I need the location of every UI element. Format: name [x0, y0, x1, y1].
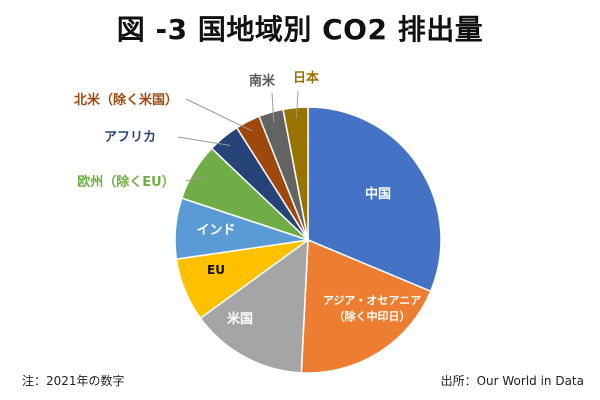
leader-line [271, 92, 275, 123]
pie-slice [300, 238, 432, 374]
slice-label: 日本 [293, 70, 319, 86]
pie-slice [307, 106, 442, 293]
slice-label: EU [207, 263, 225, 277]
leader-line [185, 98, 253, 132]
pie-slice [282, 106, 309, 241]
footnote-note: 注：2021年の数字 [22, 374, 125, 388]
slice-label: 中国 [365, 186, 391, 202]
slice-label: アジア・オセアニア（除く中印日） [323, 294, 421, 323]
slice-label: 南米 [249, 73, 276, 89]
slice-label: アフリカ [104, 130, 156, 145]
slice-label: 米国 [227, 311, 253, 327]
leader-line [185, 176, 204, 182]
slice-label: インド [196, 223, 235, 238]
leader-line [296, 90, 299, 119]
footnote-source: 出所：Our World in Data [440, 374, 584, 388]
slice-label: 欧州（除くEU） [77, 174, 174, 190]
chart-title: 図 -3 国地域別 CO2 排出量 [116, 13, 484, 46]
pie-slice [199, 238, 309, 374]
slice-label: 北米（除く米国） [74, 92, 178, 108]
leader-line [177, 136, 231, 146]
